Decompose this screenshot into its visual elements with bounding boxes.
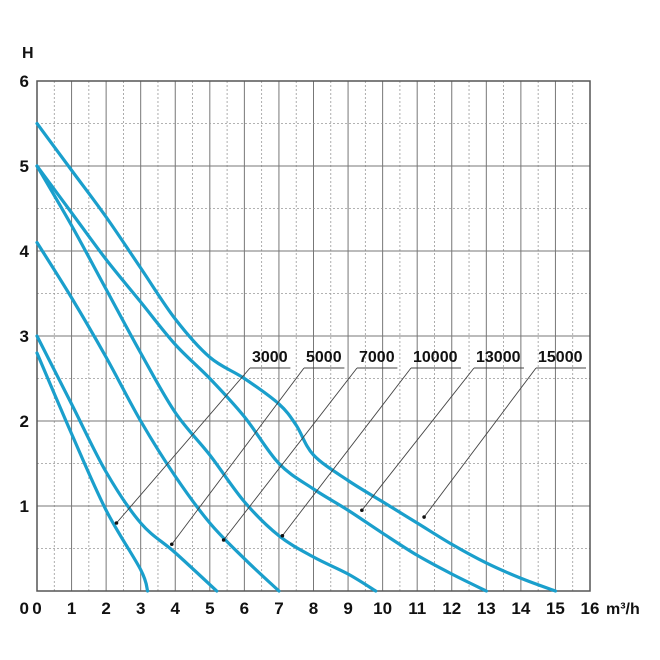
- series-line-3000: [35, 351, 150, 593]
- annotation-leader-line: [171, 367, 305, 545]
- x-tick-label: 0: [32, 599, 41, 618]
- x-tick-label: 13: [477, 599, 496, 618]
- x-tick-label: 12: [442, 599, 461, 618]
- annotation-leader-line: [361, 367, 475, 511]
- series-line-5000: [35, 334, 219, 593]
- annotation-dot: [221, 538, 226, 542]
- x-tick-label: 5: [205, 599, 214, 618]
- x-tick-label: 14: [511, 599, 530, 618]
- series-line-7000: [35, 240, 281, 593]
- series-line-15000: [35, 121, 558, 593]
- y-axis-label: H: [22, 45, 34, 62]
- x-axis-label: m³/h: [606, 601, 640, 618]
- annotation-label-13000: 13000: [476, 349, 521, 366]
- x-tick-label: 4: [171, 599, 181, 618]
- annotation-label-10000: 10000: [413, 349, 458, 366]
- annotation-dot: [422, 515, 426, 519]
- x-tick-label: 2: [101, 599, 110, 618]
- x-tick-label: 6: [240, 599, 249, 618]
- annotation-leader-line: [116, 367, 251, 524]
- annotation-dot: [114, 521, 119, 525]
- annotation-leader-line: [223, 367, 358, 541]
- annotation-dot: [169, 542, 174, 547]
- annotation-leader-line: [282, 367, 412, 537]
- x-tick-label: 1: [67, 599, 76, 618]
- x-tick-label: 15: [546, 599, 565, 618]
- y-tick-label: 1: [20, 497, 29, 516]
- series-lines: [35, 121, 558, 593]
- y-tick-label: 2: [20, 412, 29, 431]
- x-tick-label: 11: [408, 599, 426, 618]
- grid: [36, 80, 591, 592]
- series-line-13000: [35, 164, 488, 593]
- annotations: 3000 5000 7000 10000 13000 15000: [114, 349, 586, 547]
- x-tick-label: 7: [274, 599, 283, 618]
- annotation-label-7000: 7000: [359, 349, 395, 366]
- y-tick-label: 4: [20, 242, 30, 261]
- y-tick-label: 6: [20, 72, 29, 91]
- annotation-label-5000: 5000: [306, 349, 342, 366]
- y-tick-label: 5: [20, 157, 29, 176]
- y-tick-label: 3: [20, 327, 29, 346]
- annotation-label-3000: 3000: [252, 349, 288, 366]
- x-tick-label: 9: [343, 599, 352, 618]
- annotation-leader-line: [423, 367, 537, 518]
- origin-tick-label: 0: [20, 599, 29, 618]
- annotation-label-15000: 15000: [538, 349, 583, 366]
- annotation-dot: [280, 533, 285, 538]
- x-tick-label: 16: [581, 599, 600, 618]
- x-tick-label: 8: [309, 599, 318, 618]
- x-tick-label: 10: [373, 599, 392, 618]
- series-line-10000: [35, 164, 378, 593]
- x-tick-label: 3: [136, 599, 145, 618]
- annotation-dot: [360, 508, 364, 513]
